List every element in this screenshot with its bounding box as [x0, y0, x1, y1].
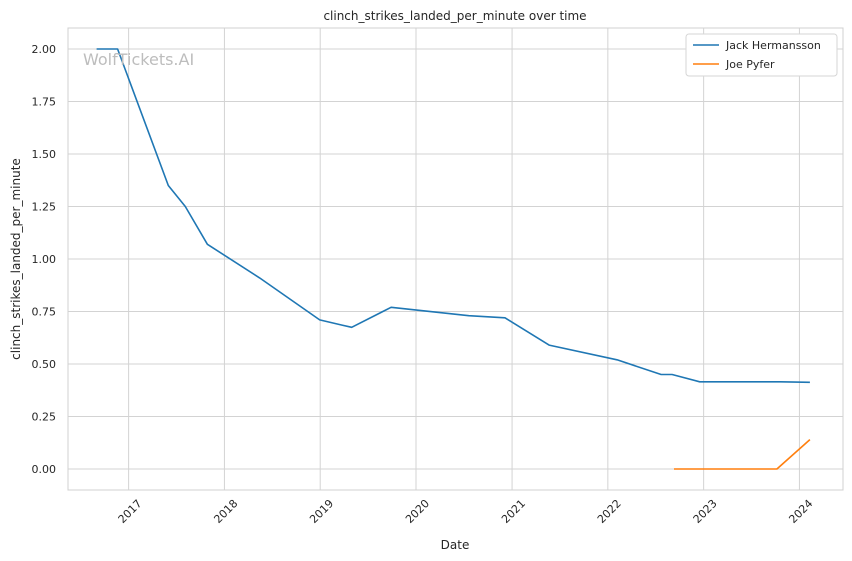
- x-tick-label: 2022: [595, 497, 624, 526]
- legend-label-jack-hermansson: Jack Hermansson: [725, 39, 821, 52]
- chart-title: clinch_strikes_landed_per_minute over ti…: [323, 9, 586, 23]
- y-tick-labels: 0.00 0.25 0.50 0.75 1.00 1.25 1.50 1.75 2.00: [32, 43, 57, 476]
- watermark: WolfTickets.AI: [83, 50, 194, 69]
- x-tick-label: 2020: [403, 497, 432, 526]
- x-tick-label: 2023: [691, 497, 720, 526]
- x-axis-label: Date: [441, 538, 470, 552]
- y-tick-label: 0.25: [32, 411, 57, 424]
- x-tick-label: 2021: [499, 497, 528, 526]
- legend: Jack Hermansson Joe Pyfer: [685, 33, 838, 77]
- x-tick-label: 2019: [307, 497, 336, 526]
- series-line-joe-pyfer: [674, 439, 811, 470]
- y-tick-label: 0.75: [32, 306, 57, 319]
- x-tick-labels: 2017 2018 2019 2020 2021 2022 2023 2024: [116, 497, 816, 526]
- y-tick-label: 0.00: [32, 463, 57, 476]
- series-line-jack-hermansson: [96, 48, 810, 384]
- y-tick-label: 0.50: [32, 358, 57, 371]
- y-tick-label: 1.50: [32, 148, 57, 161]
- y-tick-label: 2.00: [32, 43, 57, 56]
- y-axis-label: clinch_strikes_landed_per_minute: [9, 158, 23, 360]
- y-tick-label: 1.25: [32, 201, 57, 214]
- y-tick-label: 1.75: [32, 96, 57, 109]
- legend-box: [685, 33, 838, 77]
- x-tick-label: 2018: [211, 497, 240, 526]
- y-tick-label: 1.00: [32, 253, 57, 266]
- series-lines: [96, 48, 811, 470]
- x-tick-label: 2024: [786, 497, 815, 526]
- x-tick-label: 2017: [116, 497, 145, 526]
- legend-label-joe-pyfer: Joe Pyfer: [725, 58, 775, 71]
